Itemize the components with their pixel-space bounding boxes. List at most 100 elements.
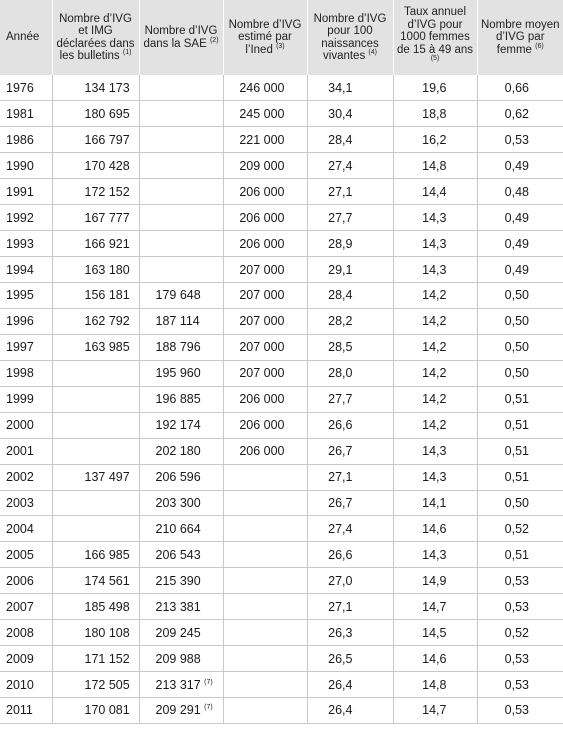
cell-taux-value: 14,3 — [422, 262, 447, 277]
cell-pour100-value: 28,9 — [328, 236, 353, 251]
cell-bulletins-value: 137 497 — [84, 470, 130, 485]
cell-taux: 14,9 — [393, 567, 478, 595]
cell-pour100: 26,3 — [307, 619, 394, 647]
cell-moyen: 0,53 — [477, 645, 563, 673]
header-annee: Année — [0, 0, 53, 75]
table-row: 2006 174 561 215 390 27,0 14,9 0,53 — [0, 567, 563, 595]
cell-moyen-value: 0,48 — [504, 184, 529, 199]
cell-sae-value: 187 114 — [155, 314, 200, 329]
cell-taux: 14,2 — [393, 334, 478, 361]
cell-ined — [223, 464, 308, 491]
footnote-marker: (7) — [204, 678, 213, 686]
cell-bulletins — [52, 490, 140, 517]
cell-ined: 221 000 — [223, 126, 308, 154]
cell-annee-value: 2004 — [6, 521, 34, 536]
cell-taux-value: 14,2 — [422, 392, 447, 407]
cell-sae-value: 209 291 — [155, 703, 201, 718]
cell-moyen: 0,53 — [477, 567, 563, 595]
cell-sae-value: 192 174 — [155, 418, 201, 433]
cell-taux: 14,3 — [393, 256, 478, 283]
cell-taux-value: 14,8 — [422, 158, 447, 173]
cell-moyen: 0,49 — [477, 256, 563, 283]
cell-ined — [223, 619, 308, 647]
cell-ined-value: 209 000 — [239, 158, 285, 173]
cell-moyen: 0,51 — [477, 412, 563, 439]
cell-sae-value: 215 390 — [155, 573, 201, 588]
cell-pour100: 27,4 — [307, 515, 394, 543]
cell-pour100: 28,4 — [307, 126, 394, 154]
cell-moyen: 0,62 — [477, 100, 563, 128]
cell-moyen: 0,48 — [477, 178, 563, 206]
cell-taux: 14,4 — [393, 178, 478, 206]
cell-ined-value: 207 000 — [239, 314, 285, 329]
cell-pour100-value: 27,1 — [328, 470, 353, 485]
cell-annee-value: 2001 — [6, 444, 34, 459]
cell-ined: 207 000 — [223, 360, 308, 387]
cell-taux-value: 14,3 — [422, 547, 447, 562]
cell-ined-value: 207 000 — [239, 366, 285, 381]
cell-taux-value: 14,7 — [422, 599, 447, 614]
table-row: 2001 202 180 206 000 26,7 14,3 0,51 — [0, 438, 563, 465]
cell-bulletins-value: 163 985 — [84, 340, 130, 355]
cell-taux: 14,3 — [393, 541, 478, 569]
cell-bulletins: 156 181 — [52, 282, 140, 309]
cell-moyen: 0,49 — [477, 230, 563, 258]
cell-sae — [139, 178, 224, 206]
cell-bulletins: 172 152 — [52, 178, 140, 206]
cell-bulletins-value: 185 498 — [84, 599, 130, 614]
cell-moyen-value: 0,49 — [504, 158, 529, 173]
cell-pour100-value: 30,4 — [328, 106, 353, 121]
header-pour100: Nombre d’IVG pour 100 naissances vivante… — [307, 0, 394, 75]
cell-moyen-value: 0,50 — [504, 288, 529, 303]
cell-ined: 209 000 — [223, 152, 308, 180]
cell-ined — [223, 645, 308, 673]
cell-pour100-value: 26,5 — [328, 651, 353, 666]
cell-ined — [223, 567, 308, 595]
cell-moyen-value: 0,52 — [504, 521, 529, 536]
cell-annee: 1992 — [0, 204, 53, 232]
cell-annee: 2004 — [0, 515, 53, 543]
cell-taux: 14,5 — [393, 619, 478, 647]
cell-moyen: 0,51 — [477, 386, 563, 413]
cell-moyen-value: 0,53 — [504, 651, 529, 666]
cell-annee-value: 2006 — [6, 573, 34, 588]
cell-sae: 206 596 — [139, 464, 224, 491]
cell-annee: 2011 — [0, 697, 53, 724]
cell-annee: 2000 — [0, 412, 53, 439]
cell-sae-value: 210 664 — [155, 521, 201, 536]
cell-pour100-value: 27,4 — [328, 521, 353, 536]
cell-sae-value: 196 885 — [155, 392, 201, 407]
cell-bulletins-value: 170 081 — [84, 703, 130, 718]
cell-annee-value: 2003 — [6, 495, 34, 510]
cell-moyen-value: 0,51 — [504, 392, 529, 407]
cell-bulletins — [52, 438, 140, 465]
cell-moyen-value: 0,49 — [504, 236, 529, 251]
table-row: 1996 162 792 187 114 207 000 28,2 14,2 0,50 — [0, 308, 563, 335]
cell-annee: 1995 — [0, 282, 53, 309]
cell-ined-value: 206 000 — [239, 184, 285, 199]
cell-annee: 2001 — [0, 438, 53, 465]
cell-moyen: 0,53 — [477, 593, 563, 621]
cell-taux: 14,3 — [393, 204, 478, 232]
cell-pour100: 34,1 — [307, 75, 394, 102]
cell-taux: 14,7 — [393, 593, 478, 621]
cell-annee: 1993 — [0, 230, 53, 258]
cell-bulletins: 170 081 — [52, 697, 140, 724]
cell-sae: 210 664 — [139, 515, 224, 543]
cell-sae-value: 195 960 — [155, 366, 201, 381]
cell-pour100: 28,5 — [307, 334, 394, 361]
cell-bulletins: 171 152 — [52, 645, 140, 673]
cell-annee-value: 1981 — [6, 106, 34, 121]
cell-ined — [223, 490, 308, 517]
cell-moyen: 0,50 — [477, 308, 563, 335]
cell-taux: 14,1 — [393, 490, 478, 517]
table-row: 1976 134 173 246 000 34,1 19,6 0,66 — [0, 75, 563, 102]
cell-pour100: 28,2 — [307, 308, 394, 335]
cell-sae: 209 988 — [139, 645, 224, 673]
cell-bulletins: 174 561 — [52, 567, 140, 595]
cell-moyen-value: 0,62 — [504, 106, 529, 121]
cell-annee: 1997 — [0, 334, 53, 361]
cell-pour100-value: 27,4 — [328, 158, 353, 173]
cell-bulletins: 162 792 — [52, 308, 140, 335]
